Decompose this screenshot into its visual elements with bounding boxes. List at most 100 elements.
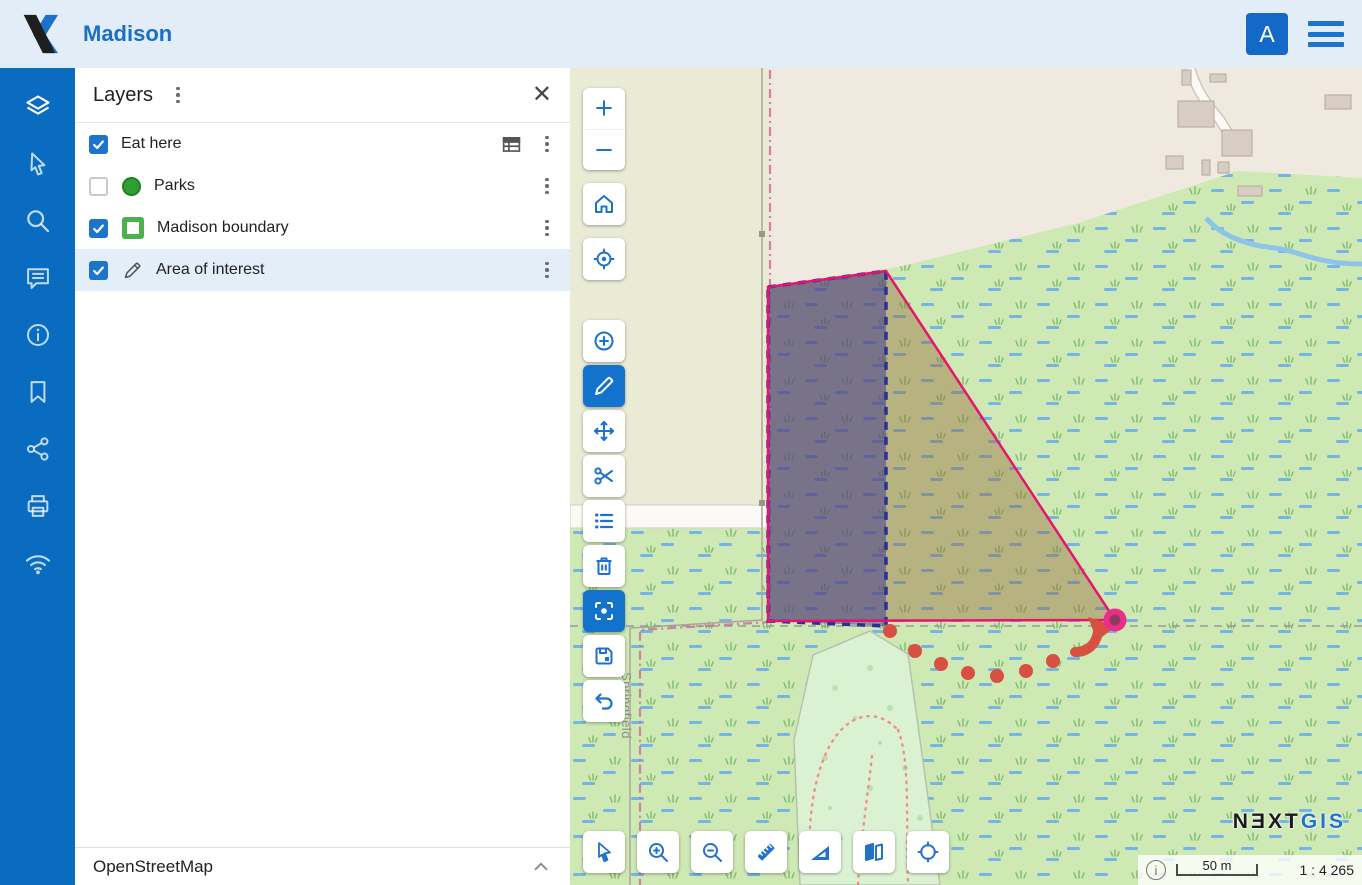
save-button[interactable]: [583, 635, 625, 677]
boundary-marker: [759, 500, 765, 506]
layer-row-eat-here[interactable]: Eat here: [75, 123, 570, 165]
layer-kebab-icon[interactable]: [538, 134, 556, 154]
edit-vertices-button[interactable]: [583, 365, 625, 407]
layers-panel-title: Layers: [93, 83, 154, 106]
zoom-out-button[interactable]: [583, 130, 625, 171]
sidebar-item-search[interactable]: [0, 192, 75, 249]
sidebar-item-annotations[interactable]: [0, 249, 75, 306]
zoom-out-tool-button[interactable]: [691, 831, 733, 873]
layer-row-parks[interactable]: Parks: [75, 165, 570, 207]
measure-distance-button[interactable]: [745, 831, 787, 873]
layer-checkbox[interactable]: [89, 134, 108, 154]
scale-ratio: 1 : 4 265: [1299, 862, 1355, 878]
boundary-polygon-symbol: [122, 217, 144, 239]
layer-label: Eat here: [121, 135, 182, 152]
user-account-button[interactable]: A: [1246, 13, 1288, 55]
layers-menu-kebab-icon[interactable]: [169, 85, 187, 105]
layers-icon: [25, 94, 50, 115]
nextgis-x-logo[interactable]: [0, 12, 75, 56]
home-icon: [595, 195, 613, 213]
page-title: Madison: [83, 21, 173, 46]
layer-row-madison-boundary[interactable]: Madison boundary: [75, 207, 570, 249]
layers-panel: Layers ✕ Eat here Parks Madison boundary: [75, 68, 570, 885]
park-paths: [808, 714, 910, 885]
move-feature-button[interactable]: [583, 410, 625, 452]
menu-icon[interactable]: [1308, 21, 1344, 47]
target-circle-icon: [917, 841, 939, 863]
vertex-handle[interactable]: [1103, 608, 1127, 632]
scale-bar: 50 m: [1176, 858, 1258, 876]
selected-feature-polygon[interactable]: [766, 268, 888, 628]
scale-label: 50 m: [1202, 858, 1232, 873]
attribution-info-icon[interactable]: i: [1146, 860, 1166, 880]
minus-icon: [596, 148, 612, 151]
layer-label: Parks: [154, 177, 195, 194]
sidebar-item-print[interactable]: [0, 477, 75, 534]
scissors-icon: [594, 467, 613, 485]
delete-feature-button[interactable]: [583, 545, 625, 587]
trash-icon: [596, 557, 612, 575]
boundary-marker: [759, 231, 765, 237]
sidebar-item-identify[interactable]: [0, 135, 75, 192]
basemap-label: OpenStreetMap: [93, 856, 214, 876]
sidebar-item-share[interactable]: [0, 420, 75, 477]
chevron-up-icon[interactable]: [530, 856, 552, 878]
save-floppy-icon: [595, 647, 613, 665]
basemap-footer[interactable]: OpenStreetMap: [75, 847, 570, 885]
add-feature-button[interactable]: [583, 320, 625, 362]
zoom-in-button[interactable]: [583, 88, 625, 130]
move-arrows-icon: [594, 421, 614, 441]
magnifier-plus-icon: [649, 843, 668, 862]
pencil-icon: [595, 376, 614, 395]
locate-icon: [593, 248, 615, 270]
road-curved: [1186, 68, 1240, 149]
sidebar-item-bookmarks[interactable]: [0, 363, 75, 420]
geolocate-button[interactable]: [583, 238, 625, 280]
tools-sidebar: [0, 68, 75, 885]
boundary-line-gray: [629, 68, 763, 885]
zoom-control: [583, 88, 625, 170]
locate-tool-button[interactable]: [907, 831, 949, 873]
ruler-icon: [757, 843, 775, 861]
undo-icon: [595, 693, 613, 710]
pointer-tool-button[interactable]: [583, 831, 625, 873]
swipe-panels-icon: [865, 843, 883, 861]
brand-blue-text: GIS: [1300, 810, 1346, 833]
nextgis-watermark: NƎXTGIS: [1233, 810, 1346, 834]
sidebar-item-offline[interactable]: [0, 534, 75, 591]
zoom-to-feature-button[interactable]: [583, 590, 625, 632]
parks-point-symbol: [122, 176, 141, 196]
add-circle-icon: [594, 331, 614, 351]
swipe-compare-button[interactable]: [853, 831, 895, 873]
brand-dark-text: NƎXT: [1232, 810, 1301, 833]
undo-button[interactable]: [583, 680, 625, 722]
sidebar-item-info[interactable]: [0, 306, 75, 363]
layer-kebab-icon[interactable]: [538, 218, 556, 238]
plus-icon: [596, 100, 612, 117]
home-extent-button[interactable]: [583, 183, 625, 225]
zoom-in-tool-button[interactable]: [637, 831, 679, 873]
attribute-table-icon[interactable]: [501, 134, 522, 155]
info-icon: [26, 323, 49, 346]
editing-pencil-icon: [122, 260, 143, 281]
layer-label: Area of interest: [156, 261, 265, 278]
measure-area-button[interactable]: [799, 831, 841, 873]
buildings: [1165, 69, 1352, 197]
layer-checkbox[interactable]: [89, 260, 108, 280]
layer-kebab-icon[interactable]: [538, 176, 556, 196]
cut-feature-button[interactable]: [583, 455, 625, 497]
close-icon[interactable]: ✕: [531, 81, 552, 108]
map-viewport[interactable]: Springfield: [570, 68, 1362, 885]
feature-list-button[interactable]: [583, 500, 625, 542]
area-triangle-icon: [811, 846, 829, 860]
print-icon: [27, 494, 48, 517]
layer-kebab-icon[interactable]: [538, 260, 556, 280]
cursor-icon: [29, 152, 45, 175]
sidebar-item-layers[interactable]: [0, 78, 75, 135]
sketch-arrow-head: [1088, 617, 1116, 641]
layer-checkbox[interactable]: [89, 176, 108, 196]
layer-checkbox[interactable]: [89, 218, 108, 238]
layer-row-area-of-interest[interactable]: Area of interest: [75, 249, 570, 291]
basemap-graphics: Springfield: [570, 68, 1362, 885]
layers-panel-header: Layers ✕: [75, 68, 570, 123]
